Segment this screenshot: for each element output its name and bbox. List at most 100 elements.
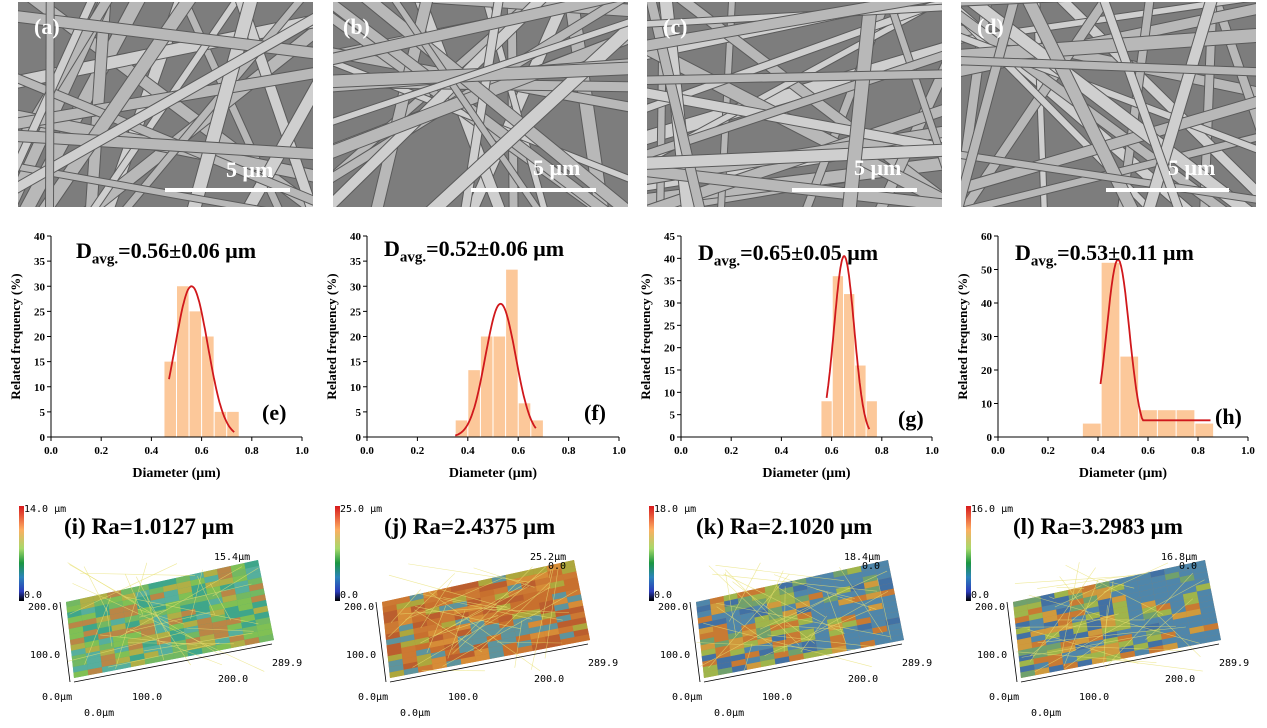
diameter-annotation: Davg.=0.53±0.11 μm: [1015, 240, 1194, 270]
y-tick-label: 20: [664, 343, 676, 355]
x-tick-label: 200.0: [848, 674, 878, 685]
scale-bar-label: 5 μm: [1168, 155, 1216, 180]
sem-image-c: (c) 5 μm: [647, 2, 942, 207]
y-tick-label: 5: [40, 407, 46, 419]
x-tick-label: 1.0: [1241, 445, 1255, 457]
x-origin-label: 0.0μm: [714, 708, 744, 719]
x-tick-label: 100.0: [448, 692, 478, 703]
histogram-bar: [855, 365, 866, 437]
histogram-bar: [844, 294, 855, 437]
histogram-plot: 0.0 0.2 0.4 0.6 0.8 1.0 0 5 10 15 20 25 30 35 40 Diamet…: [8, 231, 309, 481]
x-tick-label: 0.6: [1141, 445, 1155, 457]
histogram-plot: 0.0 0.2 0.4 0.6 0.8 1.0 0 5 10 15 20 25 30 35 40 Diamet…: [324, 231, 626, 481]
histogram-g: 0.0 0.2 0.4 0.6 0.8 1.0 0 5 10 15 20 25 30 35 40 45 Diam…: [630, 228, 940, 490]
histogram-bar: [468, 370, 480, 437]
y-tick-label: 10: [664, 387, 676, 399]
histogram-bar: [1157, 410, 1176, 437]
x-origin-label: 0.0μm: [1031, 708, 1061, 719]
y-axis: [689, 601, 701, 683]
x-tick-label: 0.2: [1041, 445, 1055, 457]
sem-image-b: (b) 5 μm: [333, 2, 628, 207]
y-tick-label: 25: [34, 306, 46, 318]
histogram-bar: [1195, 423, 1214, 437]
x-tick-label: 0.8: [875, 445, 889, 457]
x-axis-label: Diameter (μm): [132, 466, 220, 481]
surface-texture: [382, 560, 590, 678]
x-tick-label: 200.0: [534, 674, 564, 685]
histogram-plot: 0.0 0.2 0.4 0.6 0.8 1.0 0 10 20 30 40 50 60 Diameter …: [955, 231, 1255, 481]
x-max-label: 289.9: [272, 658, 302, 669]
panel-label: (g): [898, 406, 924, 431]
histogram-bar: [189, 311, 202, 437]
x-max-label: 289.9: [1219, 658, 1249, 669]
colorbar-min-label: 0.0: [340, 590, 359, 601]
x-tick-label: 0.2: [724, 445, 738, 457]
sem-image-a: (a) 5 μm: [18, 2, 313, 207]
x-tick-label: 0.2: [94, 445, 108, 457]
panel-label: (f): [584, 400, 606, 425]
fiber-texture: [647, 2, 942, 207]
colorbar: [335, 506, 340, 601]
x-tick-label: 0.6: [825, 445, 839, 457]
x-tick-label: 0.0: [360, 445, 374, 457]
y-tick-label: 20: [34, 332, 46, 344]
z-zero-label: 0.0: [1179, 561, 1197, 572]
x-origin-label: 0.0μm: [84, 708, 114, 719]
colorbar-min-label: 0.0: [971, 590, 990, 601]
scale-bar: [792, 188, 917, 192]
origin-label: 0.0μm: [672, 692, 702, 703]
surface-i: 15.4μm 200.0 100.0 0.0μm 0.0μm 100.0 200.0 289.…: [0, 502, 310, 724]
z-zero-label: 0.0: [548, 561, 566, 572]
y-axis-label: Related frequency (%): [955, 273, 970, 399]
colorbar: [649, 506, 654, 601]
y-tick-label: 0: [987, 432, 993, 444]
x-tick-label: 100.0: [762, 692, 792, 703]
y-tick-label: 45: [664, 231, 676, 243]
y-tick-label: 200.0: [975, 602, 1005, 613]
colorbar-max-label: 18.0 μm: [654, 504, 697, 515]
x-tick-label: 0.4: [1091, 445, 1105, 457]
y-tick-label: 20: [981, 365, 993, 377]
fiber-strands: [333, 2, 628, 207]
x-tick-label: 0.4: [145, 445, 159, 457]
x-tick-label: 0.0: [674, 445, 688, 457]
histogram-bar: [227, 411, 239, 437]
fiber-strands: [647, 2, 942, 207]
y-tick-label: 25: [350, 306, 362, 318]
histogram-bar: [480, 336, 493, 437]
y-tick-label: 15: [34, 357, 46, 369]
histogram-plot: 0.0 0.2 0.4 0.6 0.8 1.0 0 5 10 15 20 25 30 35 40 45 Diam…: [638, 231, 939, 481]
x-tick-label: 200.0: [218, 674, 248, 685]
x-tick-label: 0.6: [511, 445, 525, 457]
x-tick-label: 1.0: [925, 445, 939, 457]
surface-plot: 18.4μm0.0200.0100.00.0μm0.0μm100.0200.02…: [649, 506, 932, 719]
y-axis-label: Related frequency (%): [324, 273, 339, 399]
y-tick-label: 0: [670, 432, 676, 444]
scale-bar-label: 5 μm: [226, 157, 274, 182]
roughness-title: (l) Ra=3.2983 μm: [1013, 514, 1183, 539]
y-tick-label: 100.0: [660, 650, 690, 661]
y-axis: [375, 601, 387, 683]
histogram-bar: [202, 336, 214, 437]
y-tick-label: 40: [981, 298, 993, 310]
diameter-annotation: Davg.=0.65±0.05 μm: [698, 240, 879, 270]
fiber-strands: [961, 2, 1256, 207]
surface-plot: 16.8μm0.0200.0100.00.0μm0.0μm100.0200.02…: [966, 506, 1249, 719]
fiber-texture: [18, 2, 313, 207]
histogram-bar: [1101, 262, 1120, 437]
y-tick-label: 40: [34, 231, 46, 243]
y-tick-label: 100.0: [30, 650, 60, 661]
panel-label: (e): [262, 400, 287, 425]
origin-label: 0.0μm: [989, 692, 1019, 703]
colorbar-max-label: 14.0 μm: [24, 504, 67, 515]
colorbar: [966, 506, 971, 601]
x-max-label: 289.9: [588, 658, 618, 669]
y-tick-label: 200.0: [344, 602, 374, 613]
y-tick-label: 0: [356, 432, 362, 444]
z-max-label: 25.2μm: [530, 552, 566, 563]
y-tick-label: 25: [664, 320, 676, 332]
y-tick-label: 30: [981, 332, 993, 344]
scale-bar-label: 5 μm: [854, 155, 902, 180]
y-axis-label: Related frequency (%): [8, 273, 23, 399]
y-tick-label: 5: [670, 410, 676, 422]
